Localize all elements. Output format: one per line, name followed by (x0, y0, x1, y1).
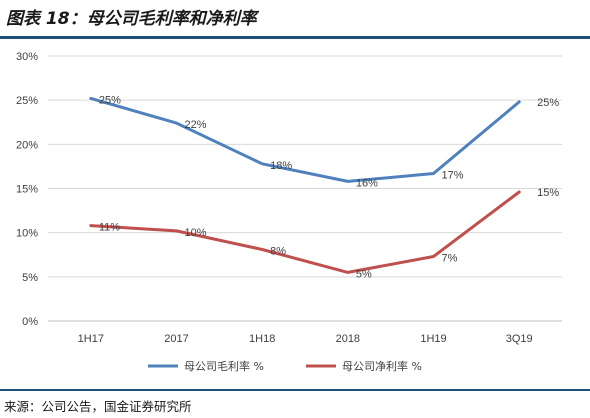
legend-label-1: 母公司毛利率 % (184, 359, 264, 373)
x-tick-label: 1H18 (249, 333, 275, 345)
data-label: 18% (270, 160, 292, 172)
series-line-1 (89, 96, 521, 183)
footer-divider (0, 389, 590, 391)
y-tick-label: 15% (16, 184, 38, 196)
x-axis-ticks: 1H17 2017 1H18 2018 1H19 3Q19 (78, 333, 533, 345)
data-label: 22% (185, 119, 207, 131)
figure-title: 图表 18：母公司毛利率和净利率 (6, 9, 257, 29)
data-label: 15% (537, 187, 559, 199)
y-tick-label: 30% (16, 51, 38, 63)
y-tick-label: 0% (22, 316, 38, 328)
title-divider (0, 36, 590, 39)
data-label: 8% (270, 245, 286, 257)
gridlines (48, 55, 562, 322)
data-label: 25% (99, 94, 121, 106)
data-label: 10% (185, 227, 207, 239)
series-line-2 (89, 190, 521, 274)
data-label: 11% (99, 222, 120, 234)
data-label: 16% (356, 177, 378, 189)
x-tick-label: 2017 (164, 333, 188, 345)
x-tick-label: 1H19 (420, 333, 446, 345)
y-tick-label: 25% (16, 95, 38, 107)
legend-label-2: 母公司净利率 % (342, 359, 422, 373)
y-tick-label: 20% (16, 139, 38, 151)
y-axis-ticks: 0% 5% 10% 15% 20% 25% 30% (16, 51, 38, 328)
x-tick-label: 1H17 (78, 333, 104, 345)
y-tick-label: 5% (22, 272, 38, 284)
data-label: 25% (537, 97, 559, 109)
source-note: 来源：公司公告，国金证券研究所 (4, 399, 192, 414)
series-lines (89, 96, 521, 274)
legend: 母公司毛利率 % 母公司净利率 % (148, 359, 422, 373)
y-tick-label: 10% (16, 228, 38, 240)
x-tick-label: 2018 (336, 333, 360, 345)
data-label: 5% (356, 268, 372, 280)
x-tick-label: 3Q19 (506, 333, 533, 345)
data-label: 17% (442, 169, 464, 181)
line-chart: 0% 5% 10% 15% 20% 25% 30% 1H17 2017 1H18 2018 1H19… (16, 51, 562, 373)
data-labels: 25% 22% 18% 16% 17% 25% 11% 10% 8% 5% 7% 15% (99, 94, 560, 280)
data-label: 7% (442, 253, 458, 265)
